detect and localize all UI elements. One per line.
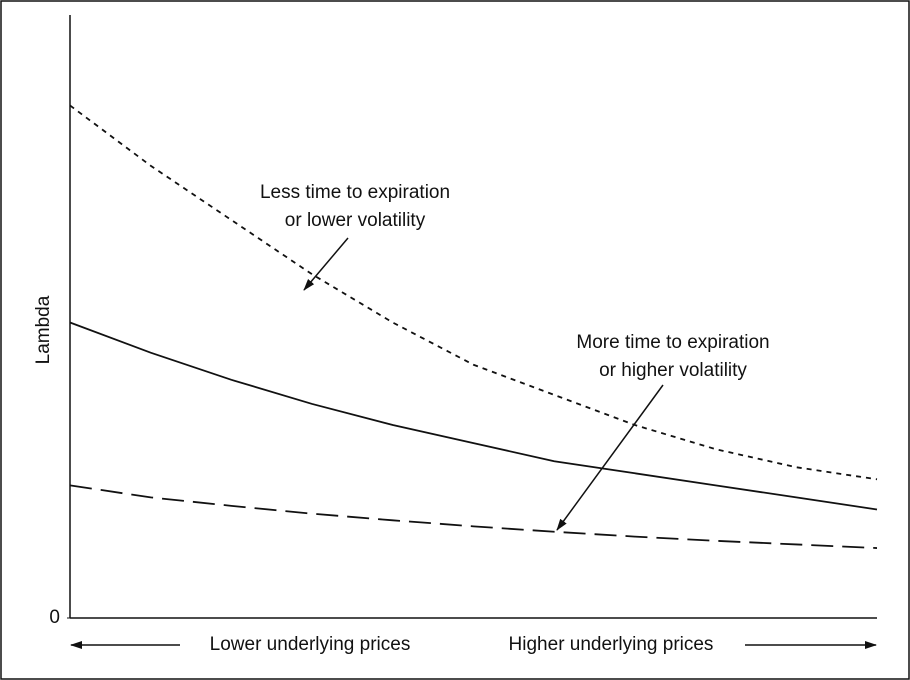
line-series: [69, 104, 878, 481]
line-series: [69, 484, 878, 549]
annotation: More time to expiration: [576, 332, 769, 353]
x-right-label: Higher underlying prices: [509, 634, 714, 655]
annotation: or lower volatility: [285, 210, 426, 231]
annotation: Less time to expiration: [260, 182, 450, 203]
annotation-arrow: [556, 384, 664, 531]
annotation-arrow: [303, 237, 349, 291]
y-tick-label: 0: [49, 607, 60, 628]
x-left-label: Lower underlying prices: [210, 634, 411, 655]
annotation: or higher volatility: [599, 360, 747, 381]
line-series: [69, 321, 878, 511]
y-axis-label: Lambda: [33, 295, 54, 364]
